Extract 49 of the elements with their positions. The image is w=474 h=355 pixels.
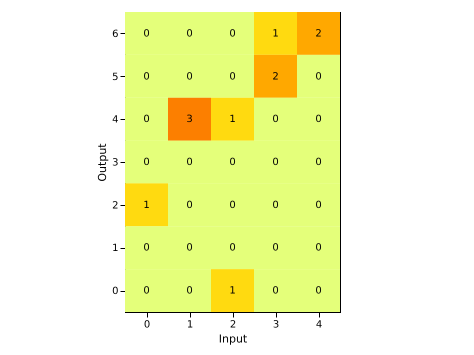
data-label: 1	[229, 286, 236, 297]
data-label: 0	[315, 200, 322, 211]
x-tick-label: 1	[186, 320, 194, 330]
y-tick-label: 6	[112, 28, 118, 40]
data-label: 0	[186, 242, 193, 254]
data-label: 0	[272, 114, 279, 126]
data-label: 1	[229, 114, 236, 126]
data-label: 0	[229, 157, 236, 168]
data-label: 0	[272, 242, 279, 254]
y-tick-label: 3	[112, 158, 118, 168]
data-label: 0	[143, 242, 150, 254]
y-tick-label: 0	[112, 286, 118, 298]
y-tick-label: 1	[112, 243, 118, 254]
data-label: 0	[143, 286, 150, 297]
data-label: 0	[186, 200, 193, 211]
data-label: 0	[315, 242, 322, 254]
data-label: 0	[143, 157, 150, 168]
data-label: 0	[315, 114, 322, 126]
data-label: 1	[272, 28, 279, 40]
data-label: 0	[186, 157, 193, 168]
data-label: 0	[272, 286, 279, 297]
data-label: 0	[315, 286, 322, 297]
data-label: 0	[229, 28, 236, 40]
data-label: 0	[143, 71, 150, 82]
data-label: 0	[229, 242, 236, 254]
x-tick-label: 4	[316, 320, 322, 330]
data-label: 1	[143, 200, 150, 211]
x-axis-title: Input	[218, 332, 248, 346]
y-axis-title: Output	[96, 142, 110, 182]
data-label: 2	[272, 71, 279, 82]
data-label: 0	[143, 114, 150, 126]
data-label: 0	[186, 71, 193, 82]
data-label: 2	[315, 28, 322, 40]
data-label: 0	[272, 157, 279, 168]
data-label: 0	[186, 286, 193, 297]
data-label: 0	[315, 157, 322, 168]
x-tick-label: 2	[230, 320, 236, 330]
y-tick-label: 2	[112, 200, 118, 212]
data-label: 0	[143, 28, 150, 40]
data-label: 0	[229, 71, 236, 82]
data-label: 0	[186, 28, 193, 40]
data-label: 3	[186, 114, 193, 126]
x-tick-label: 3	[272, 320, 280, 330]
x-tick-label: 0	[144, 320, 150, 330]
y-tick-label: 5	[112, 72, 118, 83]
data-label: 0	[272, 200, 279, 211]
data-label: 0	[229, 200, 236, 211]
data-label: 0	[315, 71, 322, 82]
y-tick-label: 4	[112, 114, 118, 126]
